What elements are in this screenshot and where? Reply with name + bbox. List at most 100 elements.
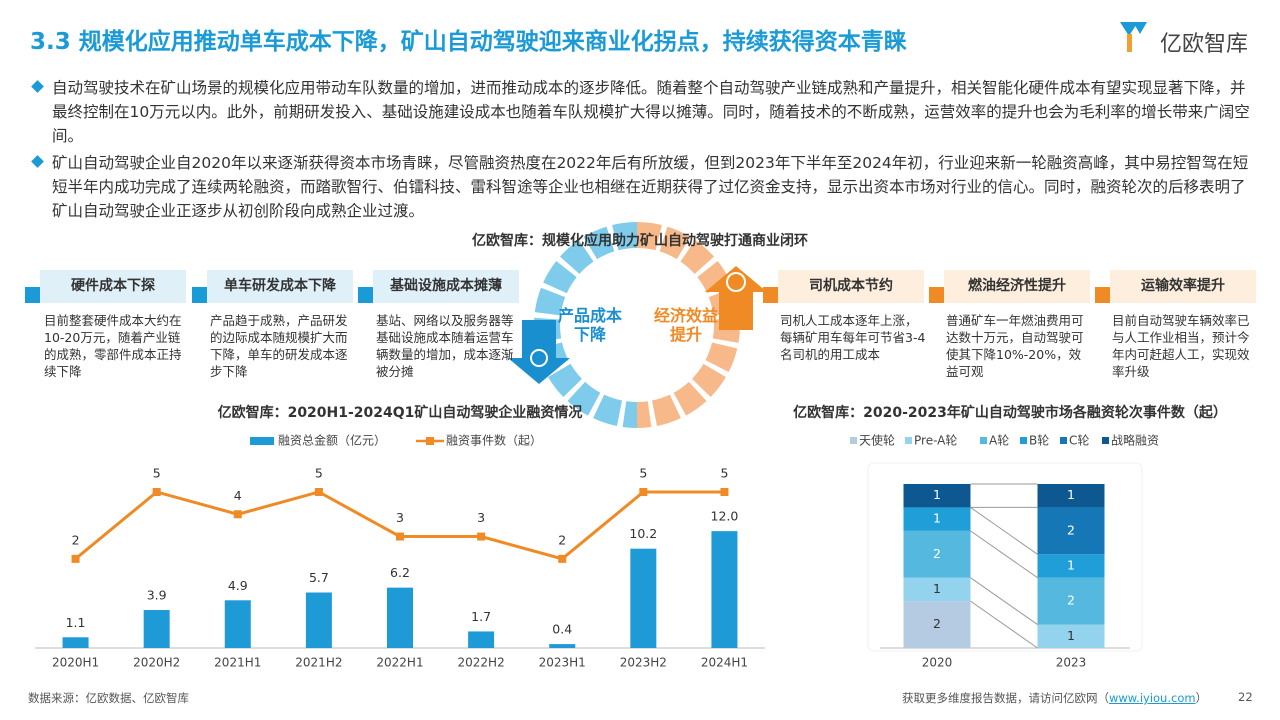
- legend-swatch: [1060, 437, 1067, 444]
- legend-label: 融资事件数（起）: [446, 433, 542, 448]
- center-text: 经济效益提升: [653, 306, 718, 344]
- x-tick-label: 2020H1: [52, 656, 99, 670]
- x-tick-label: 2021H2: [295, 656, 342, 670]
- bar: [224, 600, 251, 648]
- card-text: 基站、网络以及服务器等基础设施成本随着运营车辆数量的增加，成本逐渐被分摊: [376, 313, 514, 379]
- logo-mark: [1120, 22, 1147, 36]
- data-label: 2: [933, 546, 941, 561]
- marker: [639, 487, 648, 496]
- arrow-icon: [726, 272, 746, 292]
- card-text: 司机人工成本逐年上涨，每辆矿用车每年可节省3-4名司机的用工成本: [780, 313, 926, 362]
- card-title: 燃油经济性提升: [968, 278, 1066, 294]
- link[interactable]: www.iyiou.com: [1109, 691, 1196, 705]
- bar: [305, 592, 332, 648]
- note-text: 获取更多维度报告数据，请访问亿欧网（: [902, 691, 1109, 705]
- x-tick-label: 2021H1: [214, 656, 261, 670]
- card-title: 硬件成本下探: [71, 278, 155, 294]
- center-text: 产品成本下降: [557, 306, 622, 344]
- connector: [970, 530, 1038, 579]
- marker: [314, 487, 323, 496]
- connector: [970, 600, 1038, 649]
- bullet-icon: [31, 155, 44, 168]
- marker: [71, 554, 80, 563]
- marker: [720, 487, 729, 496]
- bar: [468, 631, 495, 648]
- data-label: 10.2: [629, 526, 657, 541]
- connector: [970, 577, 1038, 625]
- bullet-text: 矿山自动驾驶企业自2020年以来逐渐获得资本市场青睐，尽管融资热度在2022年后…: [52, 154, 1249, 220]
- note-text: ）: [1195, 691, 1208, 705]
- data-label: 12.0: [711, 509, 739, 524]
- chart-title: 亿欧智库：2020H1-2024Q1矿山自动驾驶企业融资情况: [217, 405, 583, 421]
- bar: [143, 610, 170, 648]
- marker: [396, 532, 404, 541]
- bar-segment: [903, 507, 971, 531]
- chart-title: 亿欧智库：2020-2023年矿山自动驾驶市场各融资轮次事件数（起）: [793, 405, 1227, 421]
- diagram-title: 亿欧智库：规模化应用助力矿山自动驾驶打通商业闭环: [472, 233, 808, 249]
- page-number: 22: [1238, 690, 1253, 704]
- card-title: 单车研发成本下降: [224, 278, 336, 294]
- card-text: 目前整套硬件成本大约在10-20万元，随着产业链的成熟，零部件成本正持续下降: [44, 313, 182, 379]
- legend-swatch: [905, 437, 912, 444]
- data-label: 2: [558, 532, 566, 547]
- legend-swatch: [1020, 437, 1027, 444]
- data-label: 2: [1067, 522, 1075, 537]
- bar-segment: [1037, 577, 1105, 625]
- data-label: 6.2: [390, 565, 410, 580]
- legend-label: A轮: [989, 434, 1009, 448]
- data-label: 1: [1067, 628, 1075, 643]
- bar-segment: [903, 577, 971, 602]
- data-label: 1: [933, 581, 941, 596]
- page-title: 3.3 规模化应用推动单车成本下降，矿山自动驾驶迎来商业化拐点，持续获得资本青睐: [30, 29, 907, 55]
- line: [74, 490, 725, 561]
- card-text: 产品趋于成熟，产品研发的边际成本随规模扩大而下降，单车的研发成本逐步下降: [210, 313, 348, 379]
- bullet-text: 自动驾驶技术在矿山场景的规模化应用带动车队数量的增加，进而推动成本的逐步降低。随…: [52, 79, 1250, 145]
- connector: [970, 507, 1038, 555]
- legend-swatch: [850, 437, 857, 444]
- x-tick-label: 2022H2: [458, 656, 505, 670]
- legend-label: C轮: [1069, 434, 1089, 448]
- chart-frame: [867, 462, 1143, 652]
- marker: [477, 532, 486, 541]
- data-label: 2: [1067, 593, 1075, 608]
- logo-mark: [1127, 34, 1132, 52]
- legend-label: 天使轮: [859, 433, 895, 448]
- legend-label: Pre-A轮: [914, 434, 957, 448]
- marker: [152, 487, 161, 496]
- data-label: 3: [396, 510, 404, 525]
- bar: [387, 587, 413, 648]
- data-label: 5: [720, 465, 728, 480]
- bar-segment: [903, 601, 971, 648]
- x-tick-label: 2024H1: [701, 656, 748, 670]
- data-label: 0.4: [552, 622, 572, 637]
- x-tick-label: 2022H1: [376, 656, 423, 670]
- bar: [549, 644, 576, 648]
- marker: [233, 510, 242, 519]
- arrow-up: [705, 266, 767, 330]
- card-title: 司机成本节约: [809, 278, 893, 294]
- data-label: 5: [639, 465, 647, 480]
- logo: 亿欧智库: [1160, 32, 1249, 57]
- marker: [558, 554, 567, 563]
- data-label: 1: [1067, 558, 1075, 573]
- x-tick-label: 2020: [922, 656, 953, 670]
- legend-swatch: [1102, 437, 1109, 444]
- x-tick-label: 2023H1: [539, 656, 586, 670]
- data-label: 1: [933, 511, 941, 526]
- legend-label: 融资总金额（亿元）: [278, 433, 386, 448]
- bar-segment: [1037, 507, 1105, 555]
- legend-label: B轮: [1029, 434, 1049, 448]
- footer-note: 获取更多维度报告数据，请访问亿欧网（www.iyiou.com）: [902, 690, 1207, 706]
- legend-swatch: [250, 437, 274, 445]
- legend-label: 战略融资: [1111, 433, 1159, 448]
- card-title: 基础设施成本摊薄: [390, 278, 502, 294]
- bar-segment: [1037, 484, 1105, 508]
- x-tick-label: 2020H2: [133, 656, 180, 670]
- data-label: 1: [1067, 487, 1075, 502]
- x-tick-label: 2023H2: [620, 656, 667, 670]
- data-label: 3.9: [147, 588, 167, 603]
- data-label: 5: [315, 465, 323, 480]
- card-backgrounds: [25, 270, 1256, 303]
- bar: [62, 637, 89, 648]
